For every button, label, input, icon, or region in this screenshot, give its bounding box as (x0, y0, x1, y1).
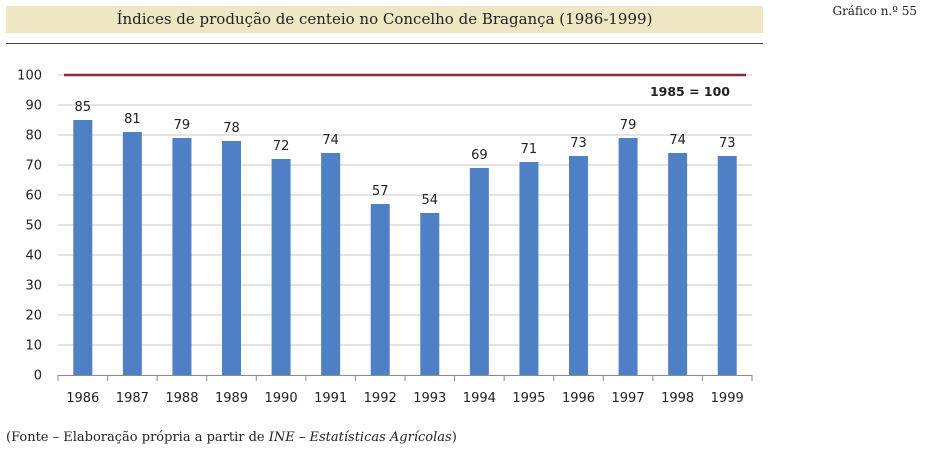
source-footnote: (Fonte – Elaboração própria a partir de … (6, 430, 457, 445)
bar (668, 153, 688, 375)
reference-line-group: 1985 = 100 (64, 73, 746, 99)
x-tick-label: 1992 (364, 391, 397, 406)
x-tick-label: 1990 (265, 391, 298, 406)
x-tick-label: 1987 (116, 391, 149, 406)
y-tick-label: 40 (25, 249, 42, 264)
bar (172, 138, 192, 375)
bar-value-label: 74 (669, 133, 686, 148)
y-tick-label: 0 (34, 369, 42, 384)
bar-value-label: 72 (273, 139, 290, 154)
bar-value-label: 85 (75, 100, 92, 115)
y-tick-label: 60 (25, 189, 42, 204)
bar (519, 162, 539, 375)
bar-value-label: 79 (174, 118, 191, 133)
bar (469, 168, 489, 375)
bar-chart: 0 10 20 30 40 50 60 70 80 90 100 85 81 79 78 72 74 57 54 6… (17, 69, 753, 406)
x-axis-tick-labels: 1986 1987 1988 1989 1990 1991 1992 1993 1994 1995… (66, 391, 744, 406)
bar-value-label: 81 (124, 112, 141, 127)
x-tick-label: 1999 (711, 391, 744, 406)
bar (73, 120, 93, 375)
bar (370, 204, 390, 375)
bar-value-label: 74 (322, 133, 339, 148)
x-tick-label: 1995 (512, 391, 545, 406)
y-tick-label: 30 (25, 279, 42, 294)
y-axis-tick-labels: 0 10 20 30 40 50 60 70 80 90 100 (17, 69, 42, 384)
bar-value-label: 79 (620, 118, 637, 133)
title-banner: Índices de produção de centeio no Concel… (6, 6, 763, 33)
bar (321, 153, 341, 375)
grid-lines (58, 74, 752, 346)
chart-title: Índices de produção de centeio no Concel… (116, 10, 653, 28)
x-tick-label: 1994 (463, 391, 496, 406)
y-tick-label: 80 (25, 129, 42, 144)
bar-value-label: 69 (471, 148, 488, 163)
bar (420, 213, 440, 375)
bar (122, 132, 142, 375)
bar (569, 156, 588, 375)
x-tick-label: 1996 (562, 391, 595, 406)
y-tick-label: 90 (25, 99, 42, 114)
y-tick-label: 50 (25, 219, 42, 234)
x-tick-label: 1986 (66, 391, 99, 406)
bar-value-label: 78 (223, 121, 240, 136)
x-tick-label: 1989 (215, 391, 248, 406)
x-tick-label: 1991 (314, 391, 347, 406)
bar-value-label: 73 (719, 136, 736, 151)
footnote-prefix: (Fonte – Elaboração própria a partir de (6, 430, 269, 445)
bar (618, 138, 638, 375)
title-divider (6, 43, 763, 44)
y-tick-label: 70 (25, 159, 42, 174)
x-tick-label: 1998 (661, 391, 694, 406)
footnote-suffix: ) (451, 430, 457, 445)
bar (222, 141, 241, 375)
y-tick-label: 100 (17, 69, 42, 84)
y-tick-label: 10 (25, 339, 42, 354)
bar-value-label: 57 (372, 184, 389, 199)
x-tick-label: 1988 (165, 391, 198, 406)
bar-value-label: 73 (570, 136, 587, 151)
x-tick-label: 1993 (413, 391, 446, 406)
bar (271, 159, 291, 375)
chart-number: Gráfico n.º 55 (832, 4, 917, 18)
x-tick-label: 1997 (612, 391, 645, 406)
bar-value-label: 54 (422, 193, 439, 208)
reference-label: 1985 = 100 (650, 84, 730, 99)
x-axis (57, 375, 753, 381)
bar-value-label: 71 (521, 142, 538, 157)
bar (717, 156, 737, 375)
y-tick-label: 20 (25, 309, 42, 324)
footnote-source: INE – Estatísticas Agrícolas (268, 430, 452, 445)
bar-value-labels: 85 81 79 78 72 74 57 54 69 71 73 79 74 73 (75, 100, 736, 208)
bar-series (73, 120, 737, 375)
